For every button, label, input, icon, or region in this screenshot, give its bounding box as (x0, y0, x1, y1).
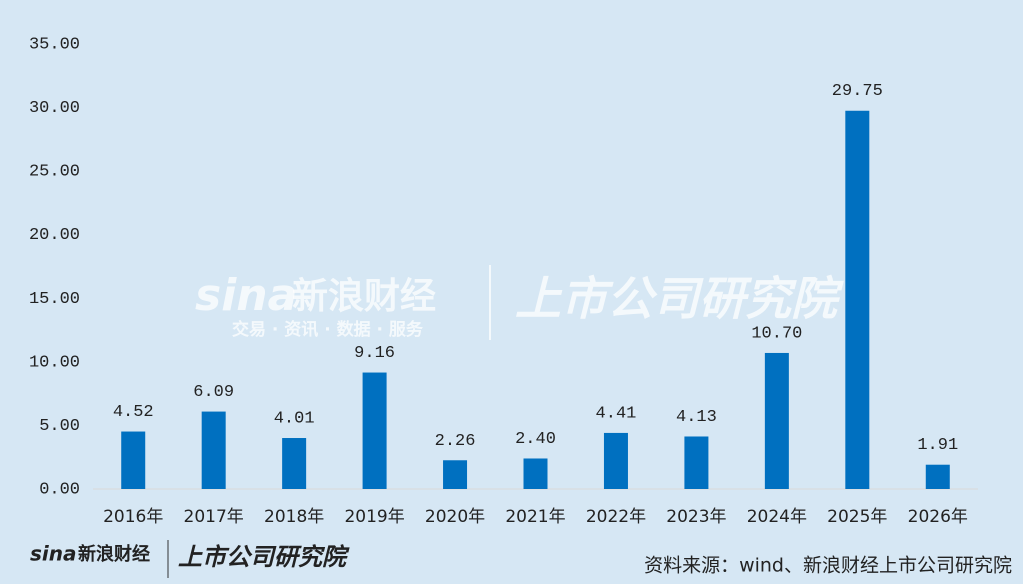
y-tick-label: 15.00 (29, 290, 80, 309)
x-tick-label: 2022年 (586, 507, 646, 527)
logo: sina 新浪财经 上市公司研究院 (30, 540, 350, 578)
bar (684, 436, 709, 489)
logo-name: 新浪财经 (78, 543, 150, 565)
x-tick-label: 2026年 (908, 507, 968, 527)
y-tick-label: 10.00 (29, 353, 80, 372)
bar (201, 411, 226, 489)
bar (925, 464, 950, 489)
value-label: 4.13 (676, 408, 717, 427)
watermark: sina 新浪财经 交易 · 资讯 · 数据 · 服务 上市公司研究院 (195, 265, 844, 340)
bar (603, 432, 628, 489)
bar (282, 438, 307, 489)
value-label: 4.41 (596, 404, 637, 423)
logo-institute: 上市公司研究院 (178, 543, 350, 571)
x-tick-label: 2024年 (747, 507, 807, 527)
bar (443, 460, 468, 489)
bar (362, 372, 387, 489)
y-tick-label: 5.00 (39, 417, 80, 436)
y-tick-label: 25.00 (29, 163, 80, 182)
x-tick-label: 2018年 (264, 507, 324, 527)
value-label: 29.75 (832, 82, 883, 101)
watermark-institute: 上市公司研究院 (515, 272, 844, 326)
x-tick-label: 2016年 (103, 507, 163, 527)
logo-brand: sina (30, 542, 77, 566)
x-tick-label: 2019年 (344, 507, 404, 527)
x-tick-label: 2025年 (827, 507, 887, 527)
bar (764, 352, 789, 489)
source-note: 资料来源：wind、新浪财经上市公司研究院 (644, 555, 1012, 577)
y-tick-label: 35.00 (29, 35, 80, 54)
value-label: 2.40 (515, 430, 556, 449)
y-tick-label: 30.00 (29, 99, 80, 118)
value-label: 4.52 (113, 403, 154, 422)
x-tick-label: 2021年 (505, 507, 565, 527)
x-tick-label: 2020年 (425, 507, 485, 527)
value-label: 1.91 (917, 436, 958, 455)
y-tick-label: 20.00 (29, 226, 80, 245)
value-label: 10.70 (751, 324, 802, 343)
bar (523, 458, 548, 489)
value-label: 4.01 (274, 410, 315, 429)
x-tick-label: 2017年 (184, 507, 244, 527)
watermark-tagline: 交易 · 资讯 · 数据 · 服务 (232, 319, 424, 340)
value-label: 6.09 (193, 383, 234, 402)
value-label: 2.26 (435, 432, 476, 451)
watermark-name: 新浪财经 (292, 276, 436, 317)
y-tick-label: 0.00 (39, 480, 80, 499)
x-tick-label: 2023年 (666, 507, 726, 527)
value-label: 9.16 (354, 344, 395, 363)
watermark-brand: sina (195, 270, 297, 321)
bar (845, 110, 870, 489)
bar (121, 431, 146, 489)
